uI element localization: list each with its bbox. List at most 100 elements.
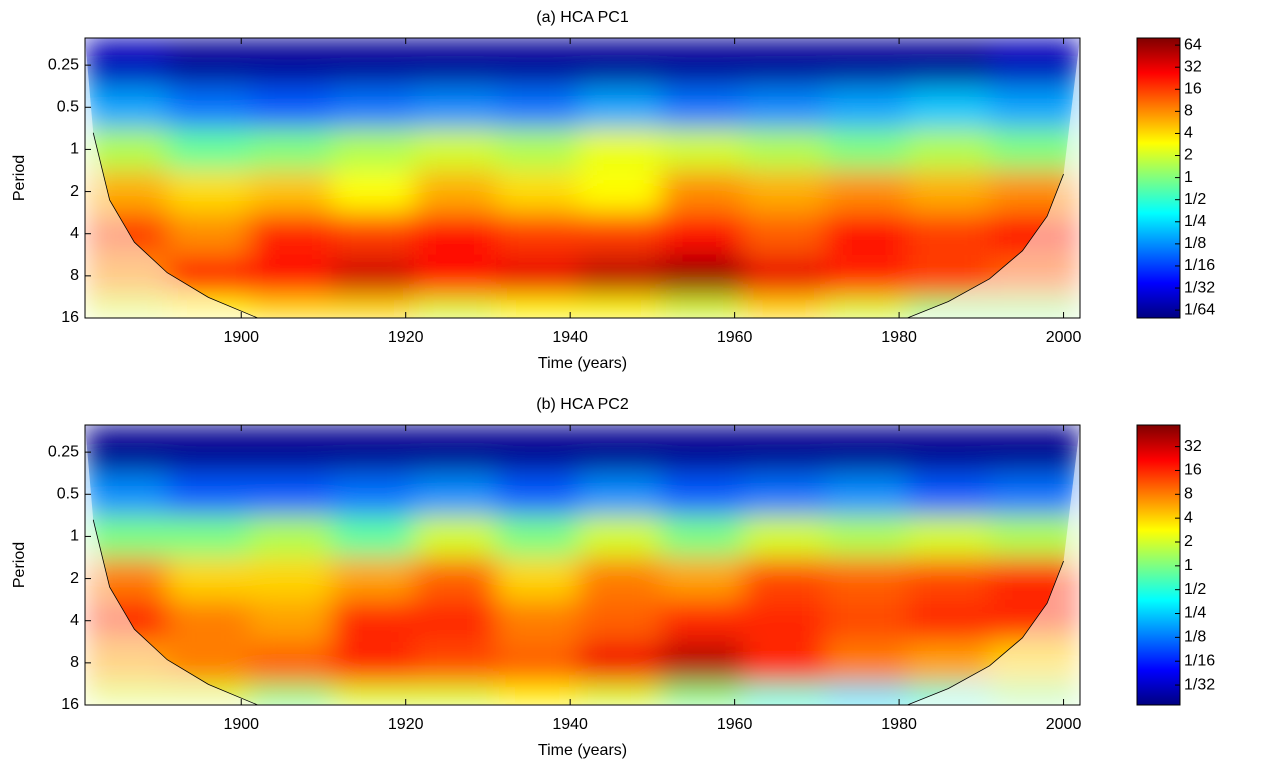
- heatmap-cell: [825, 296, 908, 318]
- heatmap-cell: [496, 473, 579, 516]
- heatmap-cell: [413, 641, 497, 685]
- heatmap-cell: [660, 254, 744, 298]
- heatmap-cell: [249, 128, 333, 171]
- heatmap-cell: [825, 254, 908, 298]
- heatmap-cell: [742, 557, 826, 601]
- colorbar-tick-label: 1/4: [1184, 213, 1206, 230]
- colorbar-tick-label: 1/32: [1184, 279, 1215, 296]
- heatmap-cell: [825, 170, 908, 214]
- heatmap-cell: [907, 212, 991, 256]
- colorbar-tick-label: 1: [1184, 169, 1193, 186]
- heatmap-cell: [331, 557, 415, 601]
- heatmap-cell: [742, 425, 826, 474]
- heatmap-cell: [249, 38, 333, 87]
- heatmap-cell: [496, 296, 579, 318]
- heatmap-cell: [167, 86, 250, 129]
- heatmap-cell: [907, 38, 991, 87]
- colorbar-tick-label: 1/64: [1184, 301, 1215, 318]
- heatmap-cell: [989, 38, 1080, 87]
- heatmap-cell: [249, 599, 333, 643]
- heatmap-cell: [496, 557, 579, 601]
- colorbar: [1136, 37, 1181, 319]
- heatmap-cell: [907, 599, 991, 643]
- y-tick-label: 8: [70, 654, 79, 671]
- heatmap-cell: [331, 128, 415, 171]
- y-axis-label: Period: [11, 542, 28, 588]
- heatmap-cell: [496, 641, 579, 685]
- heatmap-cell: [413, 683, 497, 705]
- heatmap: [85, 425, 1080, 705]
- heatmap-cell: [907, 425, 991, 474]
- colorbar-tick-label: 4: [1184, 509, 1193, 526]
- heatmap-cell: [249, 212, 333, 256]
- heatmap-cell: [742, 683, 826, 705]
- heatmap-cell: [578, 515, 662, 558]
- heatmap-cell: [331, 425, 415, 474]
- heatmap-cell: [825, 425, 908, 474]
- y-axis-label: Period: [11, 155, 28, 201]
- heatmap-field: [85, 38, 1080, 318]
- colorbar-tick-label: 2: [1184, 147, 1193, 164]
- heatmap-cell: [660, 557, 744, 601]
- colorbar-tick-label: 32: [1184, 58, 1202, 75]
- cone-of-influence-line: [92, 519, 1064, 705]
- heatmap-cell: [496, 128, 579, 171]
- heatmap-cell: [660, 515, 744, 558]
- heatmap-cell: [413, 599, 497, 643]
- heatmap-cell: [249, 86, 333, 129]
- heatmap-cell: [742, 515, 826, 558]
- heatmap-cell: [496, 425, 579, 474]
- colorbar-tick-label: 32: [1184, 438, 1202, 455]
- heatmap-cell: [660, 38, 744, 87]
- y-tick-label: 16: [61, 696, 79, 713]
- heatmap-cell: [660, 86, 744, 129]
- heatmap-cell: [249, 515, 333, 558]
- heatmap-cell: [413, 515, 497, 558]
- heatmap-cell: [578, 86, 662, 129]
- heatmap-cell: [331, 38, 415, 87]
- heatmap-cell: [742, 254, 826, 298]
- colorbar-tick-label: 1/4: [1184, 605, 1206, 622]
- heatmap-cell: [578, 296, 662, 318]
- heatmap-cell: [249, 170, 333, 214]
- heatmap-cell: [496, 683, 579, 705]
- heatmap-cell: [85, 473, 168, 516]
- heatmap-cell: [167, 473, 250, 516]
- chart-title: (b) HCA PC2: [536, 396, 629, 413]
- x-tick-label: 2000: [1046, 716, 1082, 733]
- heatmap-cell: [742, 599, 826, 643]
- cone-of-influence: [85, 38, 1080, 318]
- cone-of-influence-line: [92, 132, 1064, 318]
- heatmap-cell: [660, 212, 744, 256]
- x-tick-label: 1900: [223, 329, 259, 346]
- heatmap-cell: [907, 557, 991, 601]
- x-axis-label: Time (years): [538, 355, 627, 372]
- colorbar-tick-label: 1: [1184, 557, 1193, 574]
- heatmap: [85, 38, 1080, 318]
- heatmap-cell: [742, 641, 826, 685]
- colorbar-tick-label: 1/8: [1184, 629, 1206, 646]
- heatmap-cell: [249, 641, 333, 685]
- heatmap-cell: [413, 170, 497, 214]
- colorbar-tick-label: 1/16: [1184, 257, 1215, 274]
- heatmap-cell: [907, 473, 991, 516]
- heatmap-cell: [249, 473, 333, 516]
- x-axis-label: Time (years): [538, 742, 627, 759]
- heatmap-cell: [413, 212, 497, 256]
- heatmap-cell: [496, 212, 579, 256]
- heatmap-cell: [825, 599, 908, 643]
- colorbar-tick-label: 1/8: [1184, 235, 1206, 252]
- heatmap-cell: [331, 641, 415, 685]
- heatmap-cell: [167, 128, 250, 171]
- y-tick-label: 2: [70, 183, 79, 200]
- heatmap-cell: [660, 128, 744, 171]
- heatmap-cell: [331, 683, 415, 705]
- heatmap-cell: [249, 296, 333, 318]
- y-tick-label: 16: [61, 309, 79, 326]
- x-tick-label: 1900: [223, 716, 259, 733]
- heatmap-cell: [331, 254, 415, 298]
- y-tick-label: 2: [70, 570, 79, 587]
- heatmap-cell: [578, 683, 662, 705]
- heatmap-cell: [331, 86, 415, 129]
